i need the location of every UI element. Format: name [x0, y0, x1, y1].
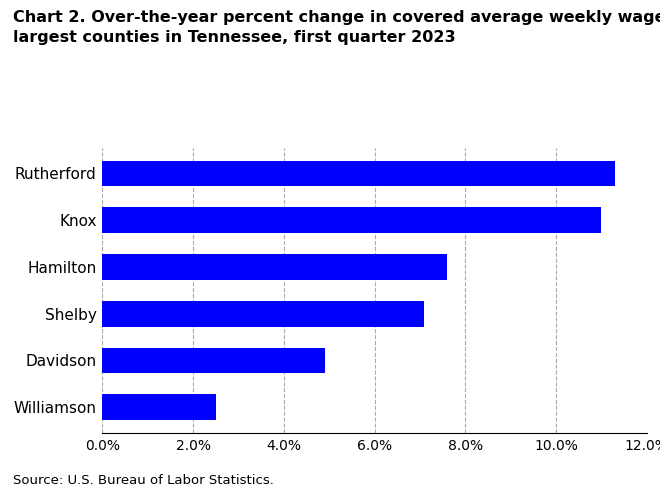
- Bar: [102, 394, 216, 420]
- Bar: [102, 301, 424, 327]
- Bar: [102, 254, 447, 280]
- Bar: [102, 160, 615, 186]
- Text: Chart 2. Over-the-year percent change in covered average weekly wages among the
: Chart 2. Over-the-year percent change in…: [13, 10, 660, 45]
- Text: Source: U.S. Bureau of Labor Statistics.: Source: U.S. Bureau of Labor Statistics.: [13, 474, 274, 487]
- Bar: [102, 347, 325, 373]
- Bar: [102, 207, 601, 233]
